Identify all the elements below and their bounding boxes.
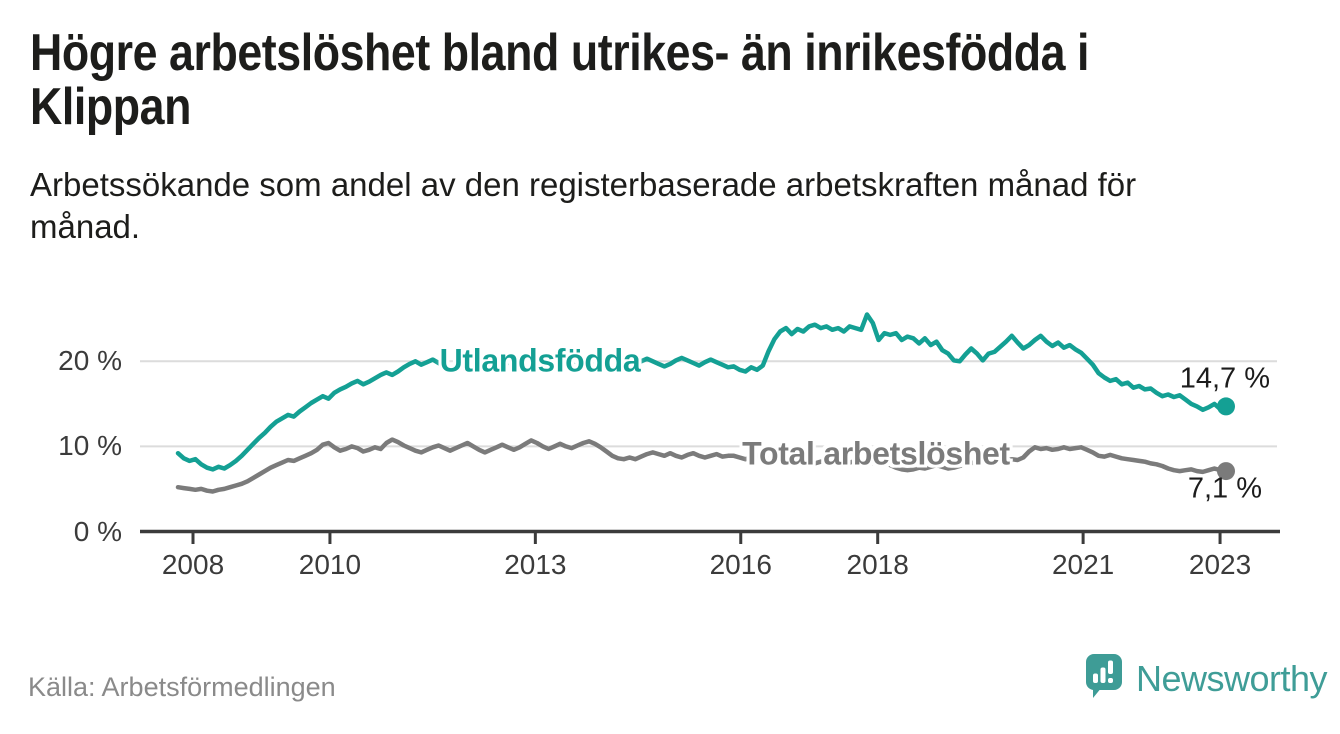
end-value-total-arbetsloshet: 7,1 % xyxy=(1187,472,1262,505)
series-end-dot-utlandsf-dda xyxy=(1217,397,1235,416)
x-axis-label: 2016 xyxy=(709,549,772,580)
chart-subtitle-line1: Arbetssökande som andel av den registerb… xyxy=(30,166,1137,203)
end-value-utlandsfodda: 14,7 % xyxy=(1179,362,1270,395)
x-axis-label: 2010 xyxy=(298,549,362,580)
x-axis-label: 2018 xyxy=(846,549,909,580)
x-axis-label: 2023 xyxy=(1188,549,1252,580)
page-title: Högre arbetslöshet bland utrikes- än inr… xyxy=(30,26,1089,134)
x-axis-label: 2021 xyxy=(1051,549,1115,580)
chart-subtitle-line2: månad. xyxy=(30,208,141,245)
page-title-line1: Högre arbetslöshet bland utrikes- än inr… xyxy=(30,24,1090,82)
chart-subtitle: Arbetssökande som andel av den registerb… xyxy=(30,164,1136,248)
series-line-total-arbetsl-shet xyxy=(175,437,1229,494)
series-label-utlandsfodda: Utlandsfödda xyxy=(439,342,641,379)
y-axis-label: 10 % xyxy=(58,430,122,462)
x-axis-label: 2008 xyxy=(161,549,225,580)
x-axis-label: 2013 xyxy=(504,549,567,580)
newsworthy-logo-icon xyxy=(1086,654,1122,698)
page-title-line2: Klippan xyxy=(30,78,191,136)
series-line-utlandsf-dda xyxy=(175,312,1229,472)
newsworthy-logo: Newsworthy xyxy=(1086,654,1328,704)
newsworthy-wordmark: Newsworthy xyxy=(1136,658,1328,699)
y-axis-label: 20 % xyxy=(58,345,122,377)
y-axis-label: 0 % xyxy=(73,515,122,547)
series-label-total-arbetsloshet: Total arbetslöshet xyxy=(742,435,1010,472)
source-note: Källa: Arbetsförmedlingen xyxy=(28,672,336,702)
